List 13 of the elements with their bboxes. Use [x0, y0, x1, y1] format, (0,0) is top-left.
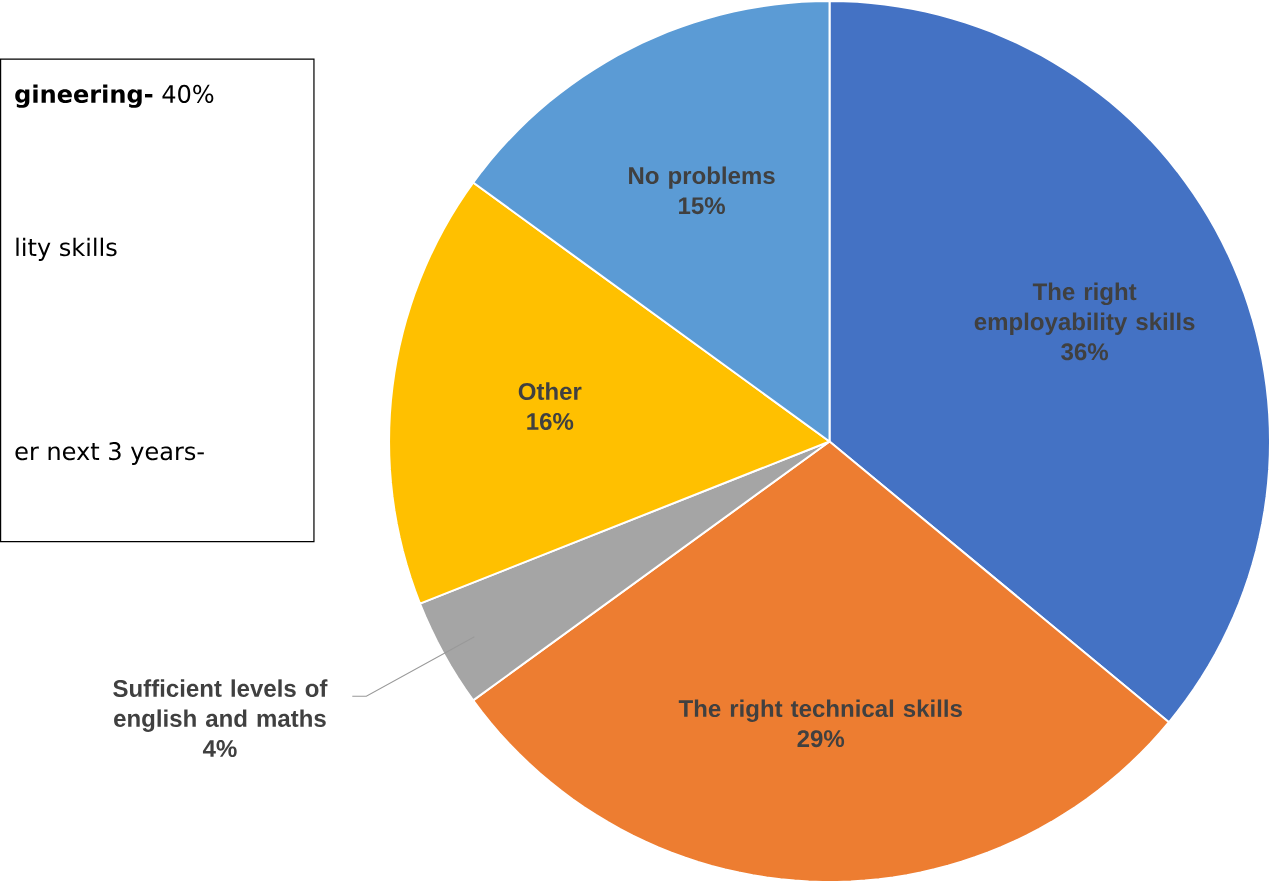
slice-label: Sufficient levels of english and maths — [113, 679, 328, 732]
slice-label: No problems — [629, 166, 775, 189]
data-label: 4% — [202, 740, 237, 758]
slice-label: Other — [518, 382, 582, 400]
slice-label: The right technical skills — [678, 699, 962, 722]
slice-label: The right employability skills — [974, 282, 1195, 336]
text: lity skills — [16, 237, 117, 261]
text: gineering- 40% — [15, 84, 214, 108]
text: er next 3 years- — [15, 442, 204, 465]
data-label: 29% — [797, 730, 845, 748]
data-label: 16% — [527, 413, 574, 431]
data-label: 15% — [679, 197, 725, 215]
data-label: 36% — [1061, 343, 1108, 361]
